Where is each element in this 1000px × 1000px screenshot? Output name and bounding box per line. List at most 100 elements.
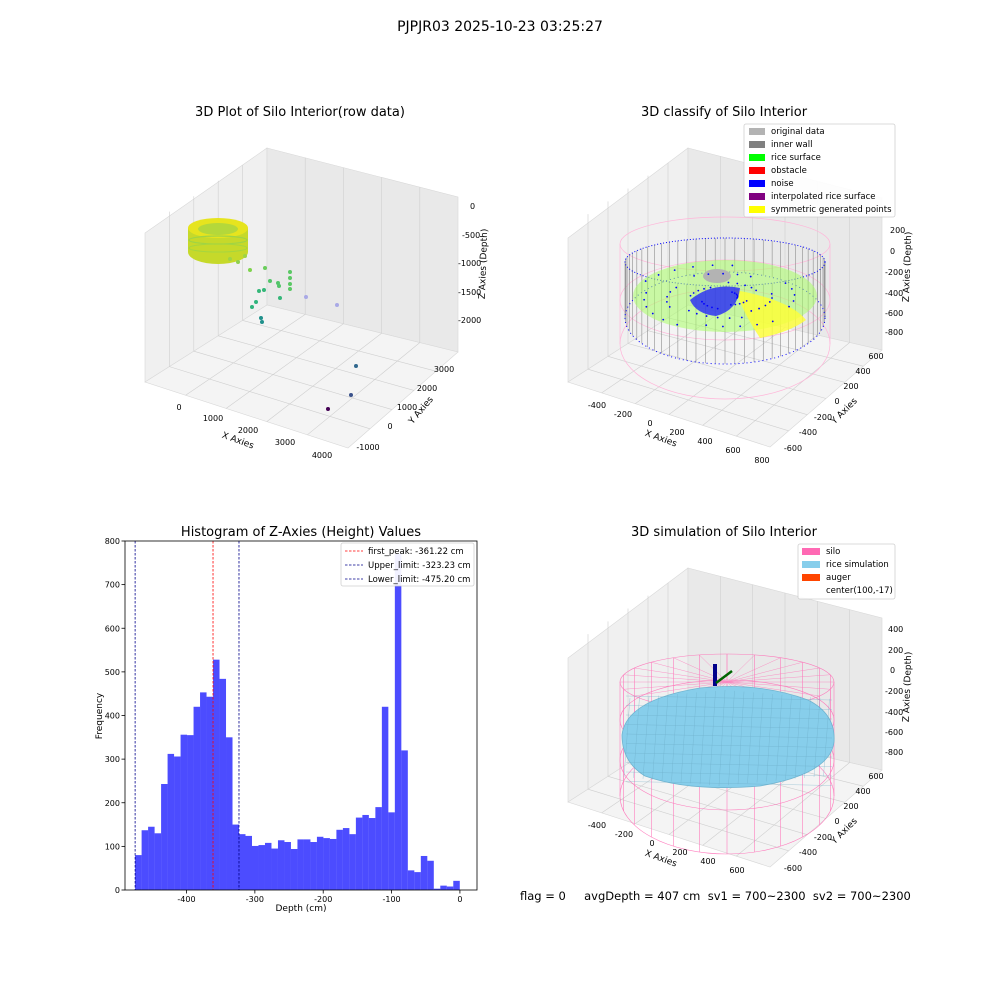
classify-legend: original data inner wall rice surface ob… — [743, 123, 896, 218]
histogram-bar — [174, 756, 181, 890]
panel-raw-data: 3D Plot of Silo Interior(row data) 0 100… — [144, 105, 490, 460]
raw-point — [248, 268, 252, 272]
histogram-bar — [446, 886, 454, 890]
noise-dot — [749, 275, 752, 278]
simulation-y-tick: 0 — [834, 817, 839, 826]
simulation-x-tick: 0 — [649, 839, 654, 848]
classify-x-tick: 0 — [647, 419, 652, 428]
noise-dot — [709, 286, 712, 289]
gridline — [169, 366, 371, 430]
simulation-z-label: Z Axies (Depth) — [902, 652, 914, 723]
noise-dot — [768, 301, 771, 303]
rice-mesh-line — [633, 697, 640, 778]
classify-z-tick: -400 — [885, 289, 903, 298]
noise-dot — [657, 274, 660, 276]
classify-x-tick: -200 — [614, 410, 632, 419]
simulation-x-tick: 400 — [700, 857, 715, 866]
histogram-y-label: Frequency — [95, 692, 105, 739]
legend-label: rice surface — [771, 153, 821, 163]
raw-x-ticks: 0 1000 2000 3000 4000 — [176, 403, 332, 460]
noise-dot — [676, 323, 679, 326]
simulation-z-tick: -600 — [885, 728, 903, 737]
rice-mesh-line — [652, 695, 659, 780]
histogram-bar — [342, 828, 350, 890]
simulation-legend: silo rice simulation auger center(100,-1… — [797, 543, 896, 600]
raw-x-tick: 4000 — [312, 451, 332, 460]
noise-dot — [643, 298, 646, 301]
raw-point — [228, 257, 232, 261]
classify-z-tick: -800 — [885, 328, 903, 337]
noise-dot — [711, 264, 714, 267]
noise-dot — [731, 264, 734, 267]
raw-point — [262, 288, 266, 292]
raw-chart-title: 3D Plot of Silo Interior(row data) — [195, 105, 405, 120]
rice-mesh-line — [718, 689, 726, 787]
simulation-y-tick: 200 — [843, 802, 858, 811]
noise-dot — [711, 306, 713, 309]
silo-roof-spoke — [623, 681, 728, 690]
raw-y-tick: 0 — [387, 422, 392, 431]
noise-dot — [662, 318, 665, 321]
histogram-y-tick-label: 100 — [105, 842, 120, 851]
noise-dot — [722, 272, 724, 275]
histogram-bar — [271, 848, 278, 890]
legend-swatch-rice-simulation — [802, 561, 820, 568]
classify-y-tick: -400 — [799, 428, 817, 437]
histogram-y-tick-label: 700 — [105, 581, 120, 590]
rice-mesh-line — [747, 692, 754, 784]
silo-roof-spoke — [726, 662, 803, 683]
classify-x-tick: -400 — [588, 401, 606, 410]
histogram-bar — [355, 817, 363, 890]
legend-swatch-inner-wall — [749, 141, 765, 148]
silo-roof-spoke — [634, 667, 728, 683]
raw-point — [288, 270, 292, 274]
gridline — [736, 342, 850, 437]
simulation-x-tick: -200 — [615, 830, 633, 839]
legend-label: auger — [826, 573, 851, 583]
silo-roof-spoke — [726, 657, 781, 683]
classify-x-tick: 800 — [754, 456, 769, 465]
histogram-x-tick-label: 0 — [457, 895, 462, 904]
silo-roof-spoke — [634, 681, 728, 697]
histogram-bar — [375, 807, 382, 890]
noise-dot — [736, 273, 739, 276]
simulation-y-ticks: -600 -400 -200 0 200 400 600 — [784, 772, 884, 873]
histogram-y-tick-label: 600 — [105, 624, 120, 633]
legend-label: original data — [771, 127, 825, 137]
simulation-y-tick: -400 — [799, 848, 817, 857]
noise-dot — [651, 312, 654, 315]
simulation-auger — [713, 664, 733, 686]
raw-point — [236, 260, 240, 264]
legend-swatch-noise — [749, 180, 765, 187]
histogram-y-tick-label: 0 — [115, 886, 120, 895]
wall-top-ring — [624, 237, 826, 287]
gridline — [218, 335, 415, 391]
classify-surface — [633, 260, 817, 338]
rice-mesh-line — [813, 697, 821, 778]
gridline — [736, 762, 850, 857]
legend-label: Upper_limit: -323.23 cm — [368, 561, 471, 571]
rice-mesh-line — [625, 705, 833, 710]
raw-y-ticks: -1000 0 1000 2000 3000 — [356, 365, 454, 452]
raw-point — [268, 279, 272, 283]
noise-dot — [742, 301, 745, 304]
rice-mesh-line — [775, 694, 783, 781]
noise-dot — [770, 292, 773, 295]
histogram-y-ticks: 0 100 200 300 400 500 600 700 800 — [105, 537, 125, 895]
noise-dot — [716, 307, 719, 310]
noise-dot — [692, 292, 695, 294]
histogram-x-tick-label: -100 — [382, 895, 400, 904]
classify-z-tick: 0 — [890, 247, 895, 256]
gridline — [193, 350, 393, 410]
silo-roof-spoke — [726, 654, 755, 683]
classify-y-tick: -600 — [784, 444, 802, 453]
histogram-y-tick-label: 800 — [105, 537, 120, 546]
noise-dot — [738, 302, 741, 305]
legend-swatch-auger — [802, 574, 820, 581]
noise-dot — [673, 269, 676, 272]
simulation-x-ticks: -400 -200 0 200 400 600 — [588, 821, 745, 875]
noise-dot — [716, 316, 719, 319]
gridline — [185, 314, 306, 396]
noise-dot — [666, 295, 668, 298]
histogram-bar — [206, 696, 214, 890]
